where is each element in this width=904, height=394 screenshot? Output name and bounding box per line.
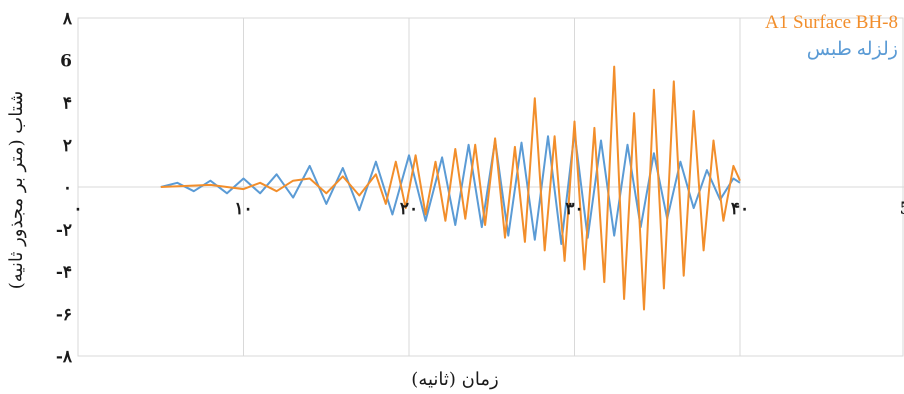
legend-entry-surface: A1 Surface BH-8 [765,12,898,33]
series-layer [160,65,741,311]
y-axis-title: شتاب (متر بر مجذور ثانیه) [6,91,27,290]
series-line-0 [160,65,741,311]
y-tick-label: 6 [60,51,72,71]
y-tick-label: -۸ [56,347,73,367]
x-tick-label: 5 [900,199,904,219]
x-tick-label: ۴۰ [731,199,749,219]
y-tick-label: ۸ [62,9,73,29]
y-tick-label: -۶ [56,305,72,325]
y-tick-label: -۴ [56,263,72,283]
y-tick-label: ۰ [63,178,72,198]
y-tick-label: ۴ [63,94,72,114]
x-tick-label: ۲۰ [400,199,418,219]
grid-lines [77,17,904,357]
y-tick-label: -۲ [56,220,72,240]
x-tick-label: ۰ [73,199,82,219]
legend-entry-tabas: زلزله طبس [806,39,898,60]
x-tick-label: ۳۰ [565,199,583,219]
tick-labels: ۰۱۰۲۰۳۰۴۰5۸6۴۲۰-۲-۴-۶-۸ [56,9,904,367]
x-tick-label: ۱۰ [234,199,252,219]
y-tick-label: ۲ [63,136,72,156]
x-axis-title: زمان (ثانیه) [411,369,498,390]
